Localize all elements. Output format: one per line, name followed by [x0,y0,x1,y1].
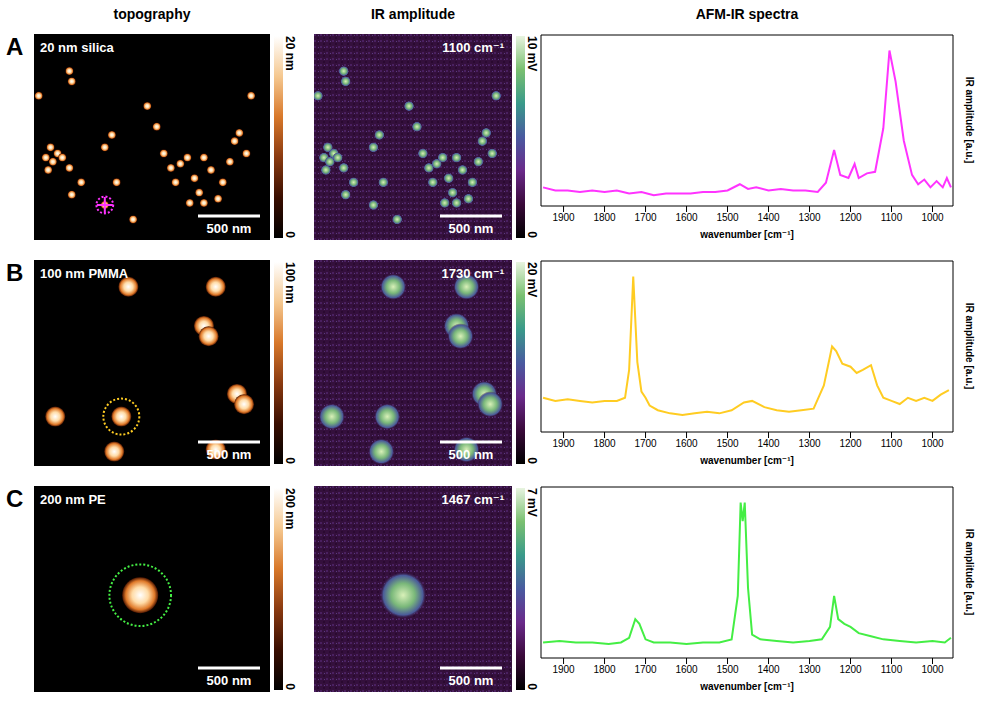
svg-text:wavenumber [cm⁻¹]: wavenumber [cm⁻¹] [699,455,794,466]
svg-text:100 nm PMMA: 100 nm PMMA [40,266,129,281]
svg-text:1200: 1200 [839,438,862,449]
svg-text:500 nm: 500 nm [449,221,494,236]
svg-text:1700: 1700 [634,664,657,675]
svg-text:1100: 1100 [881,212,903,223]
svg-text:1100: 1100 [881,664,903,675]
svg-text:1300: 1300 [798,212,821,223]
svg-text:0: 0 [283,683,297,690]
svg-text:0: 0 [283,231,297,238]
svg-text:1730 cm⁻¹: 1730 cm⁻¹ [441,266,504,281]
svg-text:1300: 1300 [798,664,821,675]
svg-text:1000: 1000 [921,438,944,449]
svg-text:1800: 1800 [593,438,616,449]
svg-text:1200: 1200 [839,212,862,223]
svg-text:1500: 1500 [716,212,739,223]
svg-text:wavenumber [cm⁻¹]: wavenumber [cm⁻¹] [699,681,794,692]
svg-text:1467 cm⁻¹: 1467 cm⁻¹ [441,492,504,507]
svg-text:10 mV: 10 mV [525,36,539,71]
svg-text:1100 cm⁻¹: 1100 cm⁻¹ [442,40,504,55]
svg-text:0: 0 [283,457,297,464]
svg-text:1400: 1400 [757,438,780,449]
svg-text:IR amplitude [a.u.]: IR amplitude [a.u.] [964,303,975,390]
svg-text:1700: 1700 [634,438,657,449]
svg-text:500 nm: 500 nm [449,673,494,688]
svg-text:200 nm PE: 200 nm PE [40,492,106,507]
svg-text:500 nm: 500 nm [207,447,252,462]
svg-text:1500: 1500 [716,438,739,449]
svg-text:IR amplitude [a.u.]: IR amplitude [a.u.] [964,529,975,616]
svg-text:1200: 1200 [839,664,862,675]
svg-text:1600: 1600 [675,664,698,675]
svg-text:200 nm: 200 nm [283,488,297,529]
svg-text:20 nm silica: 20 nm silica [40,40,114,55]
svg-text:1800: 1800 [593,212,616,223]
svg-text:1300: 1300 [798,438,821,449]
html-text:C: C [6,485,24,512]
svg-text:500 nm: 500 nm [207,673,252,688]
svg-text:0: 0 [525,683,539,690]
svg-text:0: 0 [525,457,539,464]
html-text:B: B [6,259,24,286]
svg-text:1000: 1000 [921,664,944,675]
svg-text:500 nm: 500 nm [449,447,494,462]
svg-text:1600: 1600 [675,212,698,223]
svg-text:20 mV: 20 mV [525,262,539,297]
svg-text:1800: 1800 [593,664,616,675]
svg-text:0: 0 [525,231,539,238]
svg-text:wavenumber [cm⁻¹]: wavenumber [cm⁻¹] [699,229,794,240]
html-text:topography: topography [113,6,191,22]
svg-text:1600: 1600 [675,438,698,449]
svg-text:20 nm: 20 nm [283,36,297,71]
svg-text:1900: 1900 [552,438,575,449]
svg-text:1900: 1900 [552,664,575,675]
svg-text:1100: 1100 [881,438,903,449]
svg-text:1400: 1400 [757,664,780,675]
svg-text:500 nm: 500 nm [207,221,252,236]
svg-text:1700: 1700 [634,212,657,223]
svg-text:IR amplitude [a.u.]: IR amplitude [a.u.] [964,77,975,164]
svg-text:100 nm: 100 nm [283,262,297,303]
html-text:A: A [6,33,24,60]
svg-text:1400: 1400 [757,212,780,223]
svg-text:7 mV: 7 mV [525,488,539,517]
html-text:IR amplitude: IR amplitude [371,6,455,22]
svg-text:1000: 1000 [921,212,944,223]
svg-text:1900: 1900 [552,212,575,223]
html-text:AFM-IR spectra: AFM-IR spectra [695,6,799,22]
svg-text:1500: 1500 [716,664,739,675]
